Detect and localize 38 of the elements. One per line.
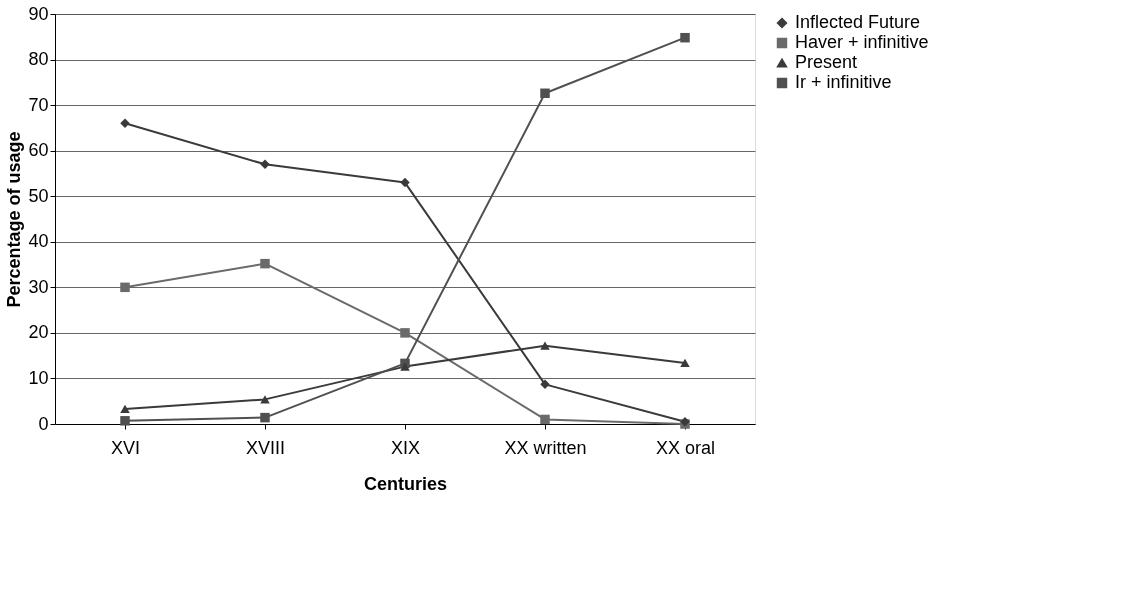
point bbox=[540, 341, 550, 350]
point bbox=[260, 159, 270, 170]
point bbox=[120, 404, 130, 414]
y-tick-label: 90 bbox=[28, 3, 49, 24]
point bbox=[540, 379, 550, 390]
y-tick-label: 10 bbox=[28, 367, 49, 388]
y-tick-label: 50 bbox=[28, 185, 49, 206]
legend-label: Present bbox=[795, 52, 858, 72]
x-tick-label: XVIII bbox=[245, 437, 286, 458]
y-axis-title: Percentage of usage bbox=[4, 131, 25, 308]
x-tick-label: XVI bbox=[110, 437, 141, 458]
point bbox=[120, 118, 130, 129]
point bbox=[400, 328, 410, 338]
point bbox=[680, 358, 690, 368]
y-tick-label: 40 bbox=[28, 231, 49, 252]
point bbox=[260, 258, 270, 269]
point bbox=[400, 362, 410, 371]
y-tick-label: 60 bbox=[28, 140, 49, 161]
x-axis-title: Centuries bbox=[363, 473, 448, 494]
x-tick-label: XX oral bbox=[655, 437, 716, 458]
legend-label: Ir + infinitive bbox=[795, 72, 892, 92]
point bbox=[120, 416, 130, 426]
y-tick-label: 0 bbox=[38, 413, 49, 434]
y-tick-label: 30 bbox=[28, 276, 49, 297]
legend-label: Inflected Future bbox=[795, 12, 921, 32]
y-tick-label: 20 bbox=[28, 322, 49, 343]
point bbox=[120, 282, 130, 293]
x-tick-label: XX written bbox=[504, 437, 587, 458]
y-tick-label: 80 bbox=[28, 49, 49, 70]
y-tick-label: 70 bbox=[28, 94, 49, 115]
point bbox=[540, 88, 550, 99]
point bbox=[400, 177, 410, 188]
point bbox=[260, 412, 270, 423]
legend-label: Haver + infinitive bbox=[795, 32, 929, 52]
x-tick-label: XIX bbox=[390, 437, 421, 458]
point bbox=[680, 32, 690, 43]
point bbox=[540, 414, 550, 425]
point bbox=[260, 395, 270, 404]
